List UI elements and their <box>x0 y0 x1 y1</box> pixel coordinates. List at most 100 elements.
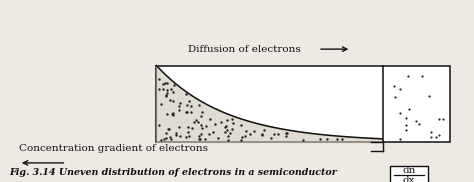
Point <box>406 108 413 111</box>
Point <box>229 122 237 124</box>
Point <box>267 136 274 139</box>
Point <box>432 136 440 139</box>
Point <box>201 138 209 141</box>
Point <box>237 124 244 127</box>
Point <box>396 88 403 90</box>
Point <box>258 134 266 137</box>
Text: dn: dn <box>402 166 416 175</box>
Point <box>155 124 163 127</box>
Point <box>170 84 177 86</box>
Point <box>155 88 163 91</box>
Point <box>402 123 410 126</box>
Point <box>162 136 170 139</box>
Point <box>165 128 173 131</box>
Point <box>157 138 165 141</box>
Point <box>221 131 229 134</box>
Point <box>214 136 222 139</box>
Text: Concentration gradient of electrons: Concentration gradient of electrons <box>19 144 208 153</box>
Point <box>299 139 307 142</box>
Point <box>192 119 200 122</box>
Point <box>188 126 196 129</box>
Point <box>158 102 165 105</box>
Point <box>226 131 234 134</box>
Point <box>221 125 229 128</box>
Point <box>218 120 225 123</box>
Point <box>155 77 163 80</box>
Point <box>163 94 170 97</box>
Point <box>195 138 203 141</box>
Point <box>164 82 171 85</box>
Point <box>164 89 171 92</box>
Point <box>237 139 245 142</box>
Point <box>210 130 217 133</box>
Point <box>182 93 190 96</box>
Point <box>196 135 203 138</box>
Point <box>182 110 190 113</box>
Point <box>259 132 266 135</box>
Point <box>185 134 192 137</box>
Point <box>164 128 172 131</box>
Point <box>187 110 194 113</box>
Point <box>418 74 426 77</box>
Point <box>391 96 399 99</box>
Bar <box>390 166 428 182</box>
Point <box>260 128 267 131</box>
Point <box>239 136 246 139</box>
Point <box>170 91 177 94</box>
Point <box>224 138 232 141</box>
Point <box>283 131 291 134</box>
Point <box>425 95 432 98</box>
Point <box>194 121 201 124</box>
Point <box>168 112 176 115</box>
Point <box>197 124 205 127</box>
Point <box>166 99 173 102</box>
Point <box>160 138 168 141</box>
Point <box>162 132 170 135</box>
Point <box>205 133 212 136</box>
Point <box>222 124 229 127</box>
Point <box>175 126 182 129</box>
Point <box>436 118 443 121</box>
Point <box>224 134 232 137</box>
Text: Diffusion of electrons: Diffusion of electrons <box>188 45 301 54</box>
Point <box>173 132 180 134</box>
Point <box>163 91 171 94</box>
Bar <box>156 66 450 142</box>
Point <box>197 114 205 117</box>
Point <box>202 125 210 128</box>
Point <box>173 133 180 136</box>
Point <box>396 112 404 114</box>
Point <box>184 131 191 134</box>
Point <box>338 138 346 141</box>
Point <box>440 117 447 120</box>
Point <box>195 103 203 106</box>
Point <box>169 113 177 116</box>
Point <box>246 132 254 135</box>
Point <box>166 136 173 139</box>
Point <box>184 111 191 114</box>
Point <box>159 87 166 90</box>
Point <box>185 100 192 103</box>
Point <box>391 85 398 88</box>
Point <box>223 128 230 131</box>
Point <box>412 119 419 122</box>
Point <box>196 138 204 141</box>
Point <box>211 123 219 126</box>
Point <box>169 100 176 103</box>
Point <box>274 132 282 135</box>
Point <box>402 129 410 132</box>
Point <box>396 138 403 141</box>
Point <box>175 104 182 107</box>
Point <box>323 138 330 141</box>
Point <box>404 75 411 78</box>
Point <box>169 111 177 114</box>
Point <box>191 120 198 123</box>
Point <box>182 136 190 139</box>
Point <box>250 130 257 133</box>
Point <box>228 118 236 121</box>
Point <box>176 101 183 104</box>
Point <box>161 82 169 84</box>
Point <box>183 104 191 107</box>
Point <box>228 128 236 131</box>
Text: Fig. 3.14 Uneven distribution of electrons in a semiconductor: Fig. 3.14 Uneven distribution of electro… <box>9 168 337 177</box>
